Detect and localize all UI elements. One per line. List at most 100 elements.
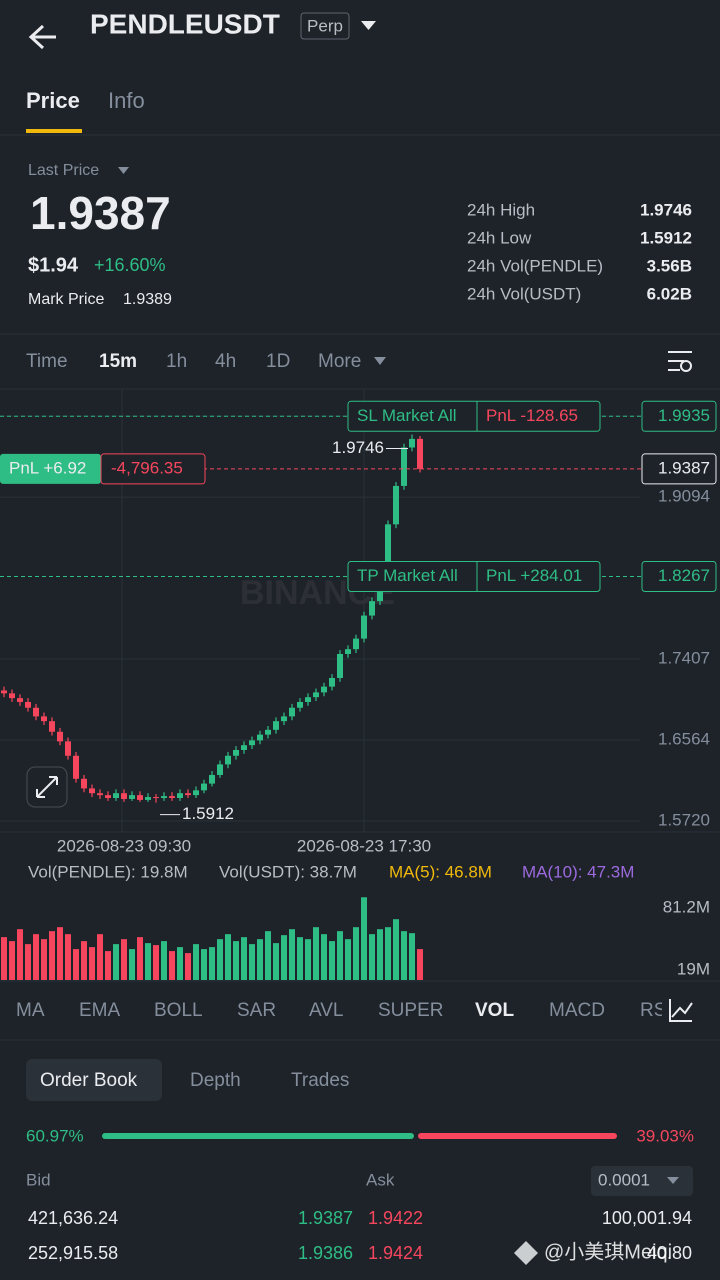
candle-body — [225, 755, 231, 765]
chart-settings-icon[interactable] — [668, 351, 692, 372]
indicator[interactable]: VOL — [475, 1000, 514, 1021]
book-tab[interactable]: Order Book — [40, 1070, 138, 1091]
volume-bar — [41, 939, 47, 980]
candle-body — [121, 793, 127, 799]
candle-body — [41, 716, 47, 722]
sl-type: SL Market All — [357, 406, 457, 425]
price-dropdown[interactable] — [118, 167, 129, 174]
sl-box[interactable] — [347, 400, 601, 432]
volume-bar — [161, 941, 167, 980]
symbol-dropdown[interactable] — [361, 21, 376, 30]
volume-bar — [361, 897, 367, 980]
indicator[interactable]: EMA — [79, 1000, 121, 1021]
tp-box[interactable] — [347, 560, 601, 592]
interval[interactable]: 1h — [166, 351, 187, 372]
volume-bar — [129, 949, 135, 980]
y-tick-label: 1.5720 — [658, 811, 710, 830]
volume-bar — [225, 934, 231, 980]
interval[interactable]: 4h — [215, 351, 236, 372]
last-price: 1.9387 — [30, 187, 171, 239]
volume-bar — [337, 931, 343, 980]
candle-body — [233, 749, 239, 756]
candle-body — [209, 774, 215, 784]
candle-body — [297, 701, 303, 708]
candle-body — [385, 524, 391, 582]
icon-bg — [662, 992, 720, 1030]
volume-bar — [209, 947, 215, 980]
label: Last Price — [28, 162, 99, 179]
candle-body — [17, 698, 23, 702]
sl-pnl: PnL -128.65 — [486, 406, 578, 425]
label: Mark Price — [28, 291, 105, 308]
volume-bar — [105, 951, 111, 980]
volume-bar — [249, 944, 255, 980]
tp-type: TP Market All — [357, 566, 458, 585]
candle-body — [177, 793, 183, 799]
price-chart: BINANCE1.99381.90941.74071.65641.57201.9… — [0, 390, 717, 832]
candle-body — [281, 716, 287, 722]
volume-bar — [233, 941, 239, 980]
indicator[interactable]: MACD — [549, 1000, 605, 1021]
candle-body — [1, 690, 7, 694]
stat-value: 1.9746 — [640, 200, 692, 219]
candle-body — [153, 797, 159, 799]
last-price-tag: 1.9387 — [658, 458, 710, 477]
indicator[interactable]: MA — [16, 1000, 45, 1021]
ask-ratio-bar — [417, 1133, 617, 1139]
candle-body — [65, 741, 71, 756]
indicator-settings-icon[interactable] — [669, 999, 693, 1022]
interval[interactable]: More — [318, 351, 361, 372]
ask-amount: 100,001.94 — [602, 1208, 692, 1228]
volume-bar — [345, 939, 351, 980]
indicator[interactable]: AVL — [309, 1000, 344, 1021]
interval[interactable]: 15m — [99, 351, 137, 372]
interval[interactable]: Time — [26, 351, 68, 372]
watermark: @小美琪Meiqi — [544, 1240, 672, 1263]
ask-price: 1.9422 — [368, 1208, 423, 1228]
column: Bid — [26, 1170, 51, 1189]
volume-bar — [89, 947, 95, 980]
more-dropdown[interactable] — [374, 357, 386, 365]
volume-bar — [177, 947, 183, 980]
candle-body — [249, 740, 255, 746]
volume-bar — [145, 943, 151, 980]
candle-body — [393, 485, 399, 525]
candle-body — [353, 638, 359, 650]
book-tab[interactable]: Trades — [291, 1070, 349, 1091]
candle-body — [129, 795, 135, 799]
indicator-tabs: MA EMA BOLL SAR AVL SUPER VOL MACD RSI — [16, 992, 720, 1030]
back-button[interactable] — [28, 24, 56, 50]
tp-price: 1.8267 — [658, 566, 710, 585]
tab[interactable]: Price — [26, 88, 80, 113]
position-pnl-box[interactable] — [0, 453, 101, 484]
usd-price: $1.94 — [28, 254, 79, 276]
stat-label: 24h High — [467, 200, 535, 219]
book-tab[interactable]: Depth — [190, 1070, 241, 1091]
precision-select[interactable] — [591, 1166, 693, 1196]
badge: Perp — [307, 16, 343, 35]
candle-body — [273, 721, 279, 730]
volume-bar — [33, 934, 39, 980]
volume-bar — [281, 935, 287, 980]
volume-bar — [265, 931, 271, 980]
bid-ratio-bar — [102, 1133, 414, 1139]
volume-bar — [297, 937, 303, 980]
candle-body — [345, 649, 351, 654]
stat-label: 24h Vol(PENDLE) — [467, 256, 603, 275]
tab[interactable]: Info — [108, 88, 145, 113]
volume-bar — [49, 931, 55, 980]
indicator[interactable]: BOLL — [154, 1000, 203, 1021]
volume-bar — [353, 927, 359, 980]
active-tab-bg — [26, 1059, 162, 1101]
indicator[interactable]: SAR — [237, 1000, 276, 1021]
volume-bar — [217, 939, 223, 980]
stat-value: 3.56B — [647, 256, 692, 275]
interval[interactable]: 1D — [266, 351, 290, 372]
bid-amount: 252,915.58 — [28, 1243, 118, 1263]
candle-body — [369, 601, 375, 616]
y-tick-label: 1.9094 — [658, 487, 710, 506]
bid-price: 1.9386 — [298, 1243, 353, 1263]
candle-body — [169, 796, 175, 799]
indicator[interactable]: SUPER — [378, 1000, 443, 1021]
